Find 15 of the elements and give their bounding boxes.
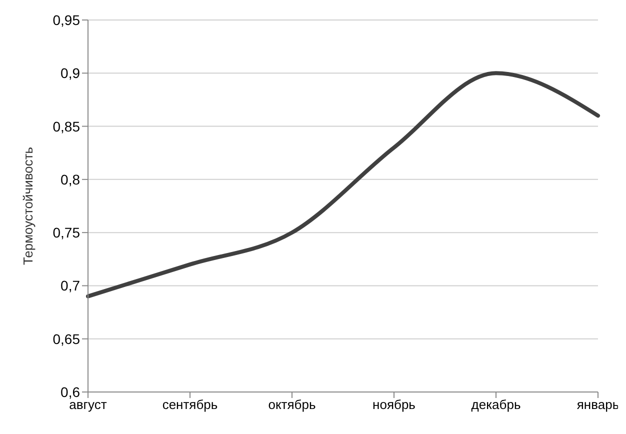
y-tick-label: 0,8	[60, 171, 80, 188]
x-tick-label: октябрь	[268, 397, 316, 412]
y-tick-label: 0,9	[60, 65, 80, 82]
y-tick-label: 0,85	[52, 118, 80, 134]
y-axis-title: Термоустойчивость	[20, 146, 36, 266]
x-tick-label: август	[69, 397, 107, 412]
y-tick-label: 0,7	[60, 278, 80, 294]
y-tick-label: 0,95	[52, 12, 80, 28]
x-tick-label: ноябрь	[372, 397, 416, 412]
y-tick-label: 0,75	[52, 224, 80, 241]
x-tick-label: сентябрь	[162, 397, 218, 412]
y-tick-label: 0,6	[60, 384, 80, 400]
x-tick-label: декабрь	[471, 397, 521, 412]
y-tick-label: 0,65	[52, 330, 80, 347]
line-series	[86, 71, 600, 298]
